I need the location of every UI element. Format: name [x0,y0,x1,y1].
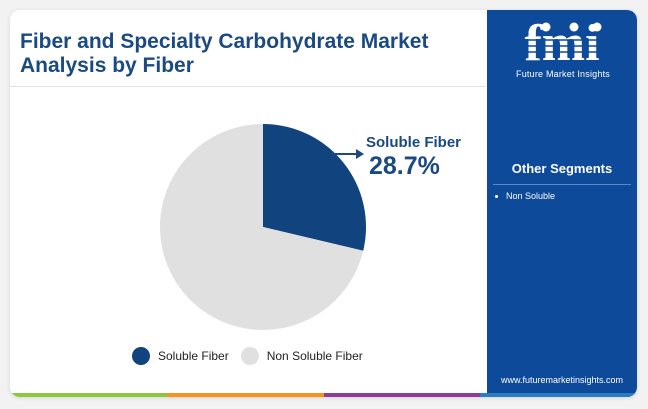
legend-item-non-soluble-fiber: Non Soluble Fiber [240,347,363,365]
arrow-head-icon [356,149,364,159]
chart-legend: Soluble Fiber Non Soluble Fiber [132,347,375,365]
legend-swatch [240,347,259,365]
legend-label: Soluble Fiber [158,349,229,363]
callout-arrow [332,149,364,159]
segments-divider [493,184,631,185]
bullet-icon [495,194,498,198]
logo-dots-icon [541,22,602,32]
logo-text: fmi [524,18,599,70]
segment-label: Non Soluble [506,191,556,201]
stripe-segment [10,393,167,397]
legend-swatch [132,347,150,365]
footer-stripe [10,393,637,397]
legend-item-soluble-fiber: Soluble Fiber [132,347,229,365]
report-card: Fiber and Specialty Carbohydrate Market … [10,10,637,397]
callout-label: Soluble Fiber [366,134,462,151]
legend-label: Non Soluble Fiber [266,349,363,363]
brand-name: Future Market Insights [516,69,610,79]
website-link[interactable]: www.futuremarketinsights.com [500,375,624,385]
pie-chart [160,124,367,330]
pie-slices [160,124,367,330]
stripe-segment [166,393,324,397]
title-divider [10,86,486,87]
fmi-logo: fmi [511,18,613,70]
segments-title: Other Segments [511,161,613,176]
list-item: Non Soluble [495,191,555,201]
pie-slice-soluble-fiber [263,124,367,251]
pie-slice-non-soluble-fiber [160,124,364,330]
page-title: Fiber and Specialty Carbohydrate Market … [20,30,429,77]
stripe-segment [480,393,637,397]
segments-list: Non Soluble [495,191,555,201]
sidebar-panel: fmi Future Market Insights Other Segment… [487,10,637,397]
stripe-segment [323,393,481,397]
callout-value: 28.7% [369,152,440,180]
